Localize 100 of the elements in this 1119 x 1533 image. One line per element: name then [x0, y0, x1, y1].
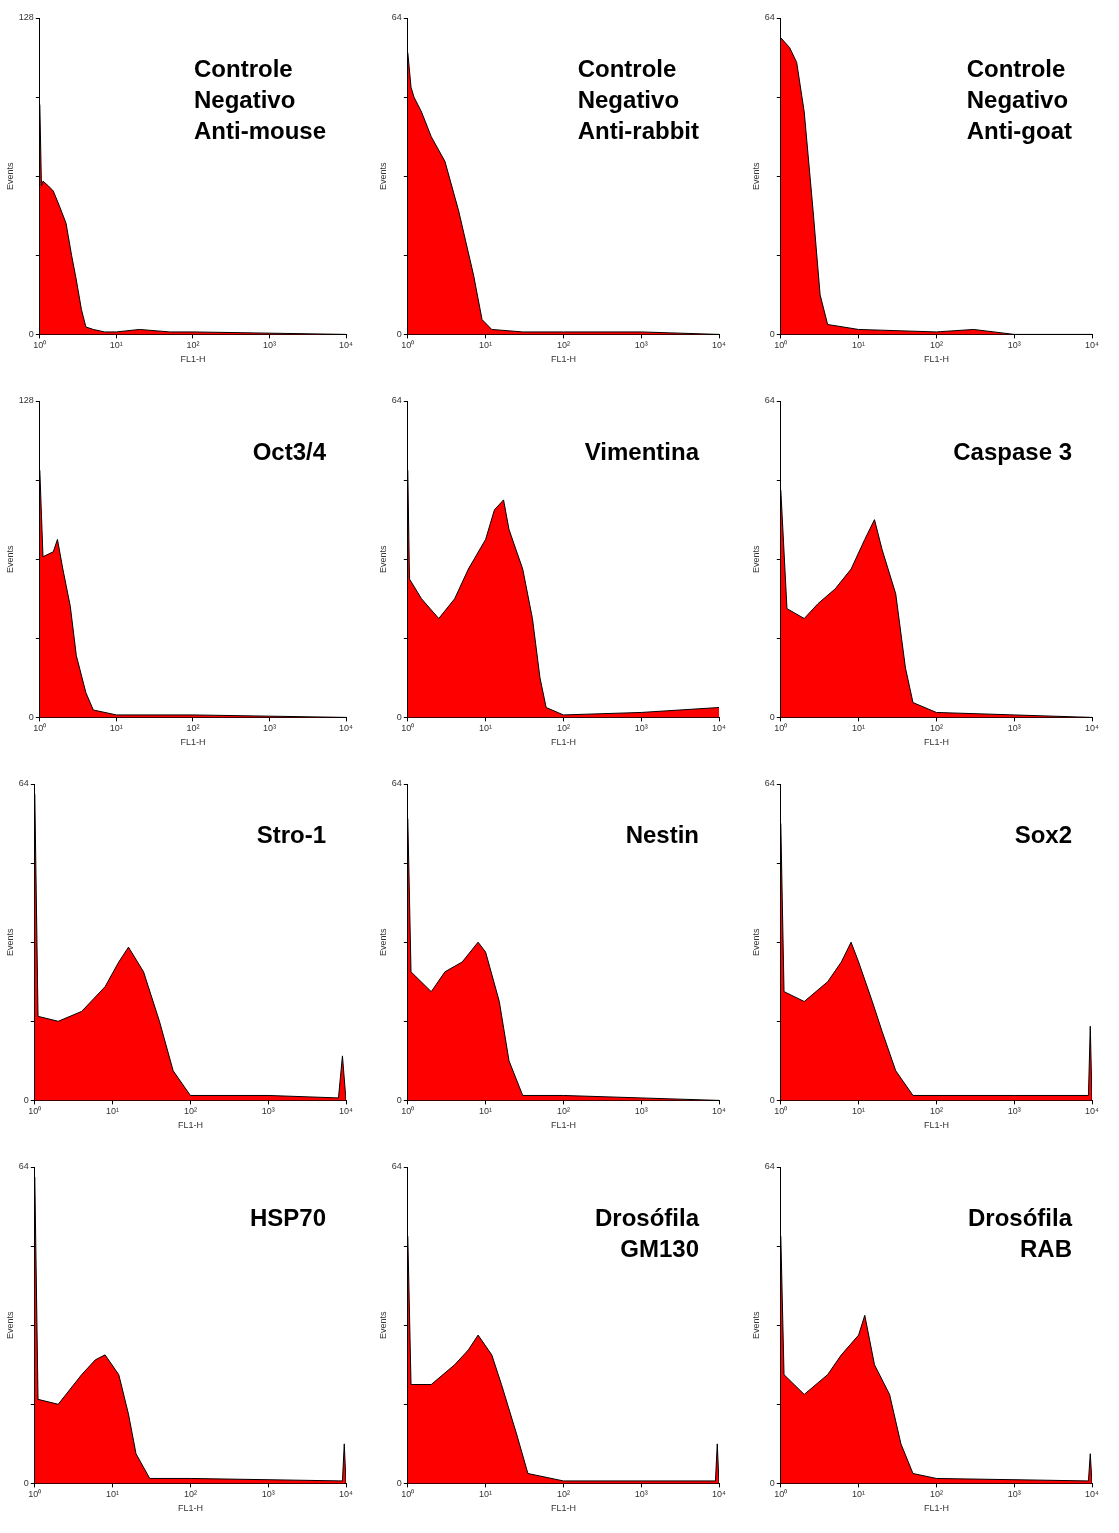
x-tick-label: 10³	[262, 723, 276, 734]
y-axis-title: Events	[377, 161, 388, 190]
x-tick-label: 10¹	[106, 1106, 120, 1117]
x-tick-label: 10⁴	[712, 340, 727, 351]
y-axis-title: Events	[377, 1310, 388, 1339]
x-tick-label: 10¹	[479, 723, 493, 734]
text: Controle Negativo Anti-mouse	[194, 54, 326, 144]
x-tick-label: 10⁰	[28, 1489, 42, 1500]
x-tick-label: 10²	[556, 723, 570, 734]
x-tick-label: 10¹	[479, 1106, 493, 1117]
y-tick-label: 64	[391, 1161, 402, 1172]
y-tick-label: 64	[18, 1161, 29, 1172]
y-axis-title: Events	[4, 544, 15, 573]
x-tick-label: 10⁰	[401, 1106, 415, 1117]
x-tick-label: 10¹	[479, 1489, 493, 1500]
x-tick-label: 10³	[1007, 340, 1021, 351]
text: HSP70	[249, 1203, 326, 1231]
text: Sox2	[1014, 820, 1072, 848]
y-tick-label: 0	[28, 328, 34, 339]
x-tick-label: 10⁴	[1085, 340, 1100, 351]
x-tick-label: 10³	[261, 1106, 275, 1117]
x-tick-label: 10⁴	[712, 1106, 727, 1117]
x-tick-label: 10⁰	[33, 723, 47, 734]
x-tick-label: 10³	[261, 1489, 275, 1500]
x-tick-label: 10⁰	[774, 1106, 788, 1117]
x-tick-label: 10⁴	[1085, 723, 1100, 734]
y-tick-label: 0	[396, 328, 402, 339]
y-axis-title: Events	[377, 544, 388, 573]
x-tick-label: 10⁰	[774, 340, 788, 351]
x-tick-label: 10²	[556, 340, 570, 351]
x-tick-label: 10²	[183, 1106, 197, 1117]
y-tick-label: 0	[396, 1094, 402, 1105]
y-tick-label: 64	[391, 12, 402, 23]
x-tick-label: 10²	[929, 1489, 943, 1500]
y-tick-label: 0	[28, 711, 34, 722]
x-tick-label: 10⁴	[712, 723, 727, 734]
text: Drosófila GM130	[594, 1203, 700, 1262]
x-axis-title: FL1-H	[550, 1120, 576, 1131]
text: Oct3/4	[252, 437, 327, 465]
x-tick-label: 10⁰	[774, 723, 788, 734]
x-tick-label: 10⁴	[339, 1106, 354, 1117]
x-axis-title: FL1-H	[923, 354, 949, 365]
y-tick-label: 0	[396, 1477, 402, 1488]
x-tick-label: 10²	[556, 1489, 570, 1500]
y-tick-label: 64	[764, 778, 775, 789]
y-tick-label: 64	[391, 395, 402, 406]
y-tick-label: 0	[23, 1477, 29, 1488]
x-tick-label: 10⁰	[28, 1106, 42, 1117]
x-tick-label: 10⁰	[401, 340, 415, 351]
x-tick-label: 10⁰	[401, 1489, 415, 1500]
x-tick-label: 10³	[634, 1106, 648, 1117]
x-tick-label: 10²	[183, 1489, 197, 1500]
y-axis-title: Events	[377, 927, 388, 956]
x-tick-label: 10⁴	[339, 340, 354, 351]
x-tick-label: 10⁴	[712, 1489, 727, 1500]
x-tick-label: 10¹	[109, 723, 123, 734]
y-axis-title: Events	[750, 544, 761, 573]
y-tick-label: 0	[769, 1094, 775, 1105]
y-tick-label: 0	[769, 711, 775, 722]
y-axis-title: Events	[4, 161, 15, 190]
y-tick-label: 64	[764, 1161, 775, 1172]
y-tick-label: 0	[396, 711, 402, 722]
y-tick-label: 64	[391, 778, 402, 789]
x-tick-label: 10¹	[852, 1489, 866, 1500]
y-tick-label: 64	[764, 12, 775, 23]
x-tick-label: 10²	[929, 340, 943, 351]
x-tick-label: 10²	[556, 1106, 570, 1117]
x-tick-label: 10⁰	[401, 723, 415, 734]
y-tick-label: 64	[18, 778, 29, 789]
y-axis-title: Events	[4, 927, 15, 956]
text: Drosófila RAB	[967, 1203, 1073, 1262]
y-tick-label: 0	[769, 328, 775, 339]
x-axis-title: FL1-H	[923, 1120, 949, 1131]
x-tick-label: 10²	[186, 723, 200, 734]
x-tick-label: 10¹	[479, 340, 493, 351]
x-axis-title: FL1-H	[550, 1503, 576, 1514]
text: Nestin	[625, 820, 699, 848]
x-tick-label: 10³	[634, 1489, 648, 1500]
y-axis-title: Events	[750, 927, 761, 956]
y-tick-label: 0	[769, 1477, 775, 1488]
text: Controle Negativo Anti-goat	[966, 54, 1073, 144]
y-tick-label: 128	[18, 12, 34, 23]
x-tick-label: 10⁴	[1085, 1489, 1100, 1500]
x-tick-label: 10⁴	[1085, 1106, 1100, 1117]
x-tick-label: 10³	[634, 340, 648, 351]
x-tick-label: 10²	[929, 1106, 943, 1117]
text: Stro-1	[256, 820, 326, 848]
x-tick-label: 10³	[1007, 1489, 1021, 1500]
x-tick-label: 10⁴	[339, 1489, 354, 1500]
x-axis-title: FL1-H	[180, 354, 206, 365]
x-tick-label: 10¹	[852, 1106, 866, 1117]
x-tick-label: 10¹	[852, 723, 866, 734]
y-axis-title: Events	[4, 1310, 15, 1339]
x-axis-title: FL1-H	[177, 1503, 203, 1514]
x-tick-label: 10²	[929, 723, 943, 734]
x-tick-label: 10³	[634, 723, 648, 734]
x-tick-label: 10³	[1007, 1106, 1021, 1117]
y-tick-label: 0	[23, 1094, 29, 1105]
x-axis-title: FL1-H	[177, 1120, 203, 1131]
x-tick-label: 10³	[1007, 723, 1021, 734]
